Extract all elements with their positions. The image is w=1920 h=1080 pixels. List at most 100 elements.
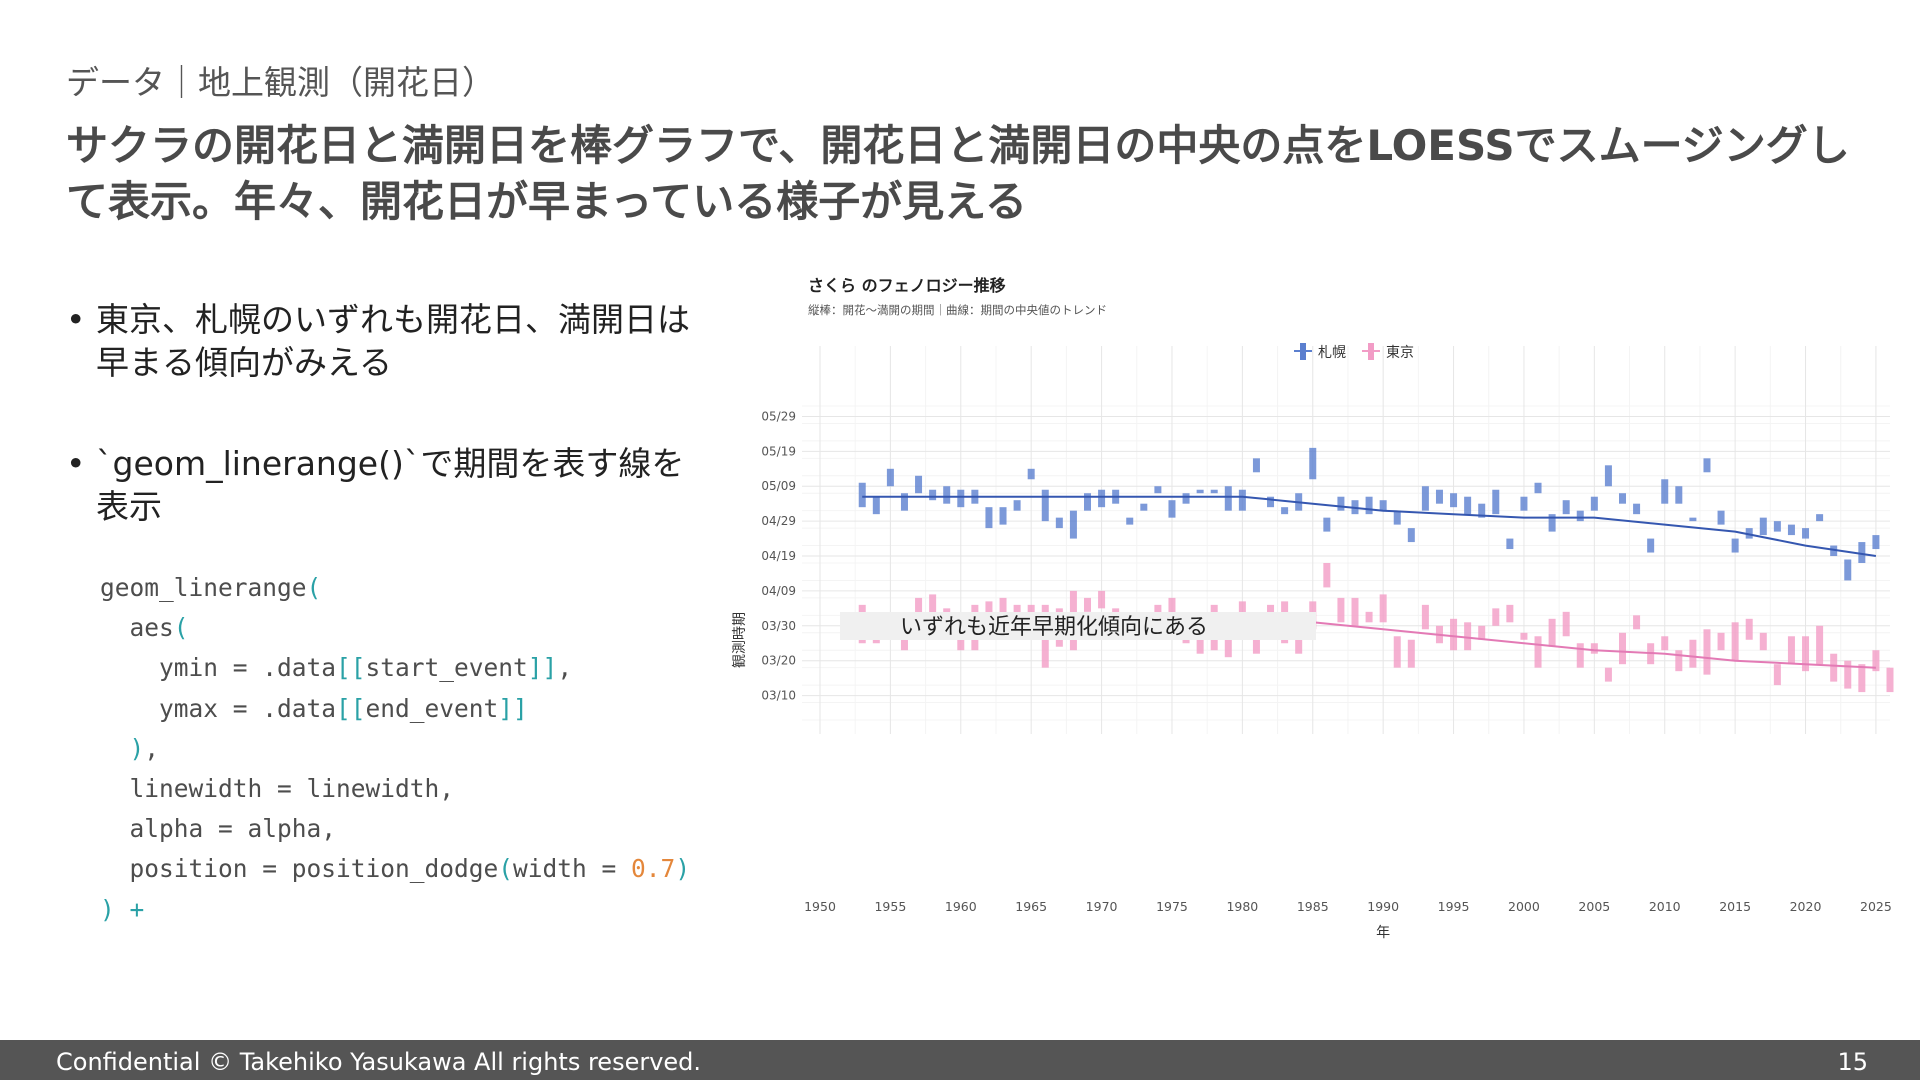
trend-line-sapporo <box>862 495 1877 557</box>
range-bar-sapporo <box>1703 458 1711 473</box>
range-bar-sapporo <box>929 489 937 501</box>
y-tick-label: 05/29 <box>761 409 796 423</box>
range-bar-sapporo <box>957 489 965 508</box>
y-tick-label: 04/29 <box>761 514 796 528</box>
code-token: 0.7 <box>631 854 676 884</box>
range-bar-sapporo <box>1041 489 1049 522</box>
x-tick-label: 1950 <box>804 899 836 914</box>
range-bar-sapporo <box>1379 500 1387 511</box>
code-line: linewidth = linewidth, <box>100 769 690 809</box>
code-line: ymax = .data[[end_event]] <box>100 689 690 729</box>
range-bar-sapporo <box>1126 517 1134 525</box>
legend-key-bar-tokyo <box>1368 343 1374 360</box>
code-line: ) + <box>100 890 690 930</box>
range-bar-sapporo <box>886 468 894 487</box>
range-bar-sapporo <box>1534 482 1542 494</box>
range-bar-tokyo <box>1506 604 1514 623</box>
range-bar-sapporo <box>1337 496 1345 511</box>
annotation-text: いずれも近年早期化傾向にある <box>900 615 1208 640</box>
range-bar-sapporo <box>1633 503 1641 515</box>
legend-key-bar-sapporo <box>1300 343 1306 360</box>
code-line: ymin = .data[[start_event]], <box>100 648 690 688</box>
range-bar-tokyo <box>929 594 937 623</box>
code-token: ( <box>306 573 322 602</box>
code-token: ) <box>129 733 145 763</box>
code-token: ) <box>675 854 691 884</box>
range-bar-sapporo <box>900 493 908 511</box>
range-bar-sapporo <box>1365 496 1373 515</box>
range-bar-sapporo <box>1816 514 1824 522</box>
annotation-box <box>840 612 1316 640</box>
range-bar-sapporo <box>1196 489 1204 494</box>
bullet-dot-icon: • <box>66 300 86 339</box>
range-bar-sapporo <box>1492 489 1500 515</box>
y-axis-title: 観測時期 <box>731 612 748 668</box>
code-token: , <box>144 733 160 763</box>
x-tick-label: 1970 <box>1086 899 1118 914</box>
code-token: [[ <box>336 653 366 683</box>
range-bar-sapporo <box>1562 500 1570 515</box>
range-bar-sapporo <box>1464 496 1472 515</box>
range-bar-tokyo <box>1323 563 1331 588</box>
bullet-item: • `geom_linerange()`で期間を表す線を表示 <box>66 442 706 528</box>
page-number: 15 <box>1837 1048 1868 1076</box>
range-bar-sapporo <box>1689 517 1697 522</box>
range-bar-tokyo <box>1478 625 1486 640</box>
range-bar-tokyo <box>1689 639 1697 668</box>
range-bar-sapporo <box>1224 486 1232 511</box>
code-token: start_event <box>365 653 528 683</box>
bullet-text: `geom_linerange()`で期間を表す線を表示 <box>96 444 685 526</box>
range-bar-sapporo <box>1281 507 1289 515</box>
chart-subtitle: 縦棒：開花〜満開の期間｜曲線：期間の中央値のトレンド <box>808 303 1107 317</box>
range-bar-sapporo <box>1619 493 1626 504</box>
range-bar-tokyo <box>1238 601 1246 623</box>
range-bar-sapporo <box>1647 538 1655 553</box>
range-bar-tokyo <box>1365 611 1373 623</box>
range-bar-sapporo <box>1872 535 1880 550</box>
range-bar-tokyo <box>999 597 1007 623</box>
code-token: position = position_dodge <box>100 854 499 884</box>
code-line: geom_linerange( <box>100 568 690 608</box>
bullet-text: 東京、札幌のいずれも開花日、満開日は早まる傾向がみえる <box>96 300 690 382</box>
code-token: geom_linerange <box>100 573 307 602</box>
range-bar-tokyo <box>1787 636 1795 665</box>
y-tick-label: 04/09 <box>761 584 796 598</box>
range-bar-sapporo <box>943 486 951 504</box>
range-bar-sapporo <box>1267 496 1275 508</box>
code-token: linewidth = linewidth, <box>100 774 455 804</box>
range-bar-sapporo <box>1309 447 1317 480</box>
footer-copyright: Confidential © Takehiko Yasukawa All rig… <box>56 1048 702 1076</box>
range-bar-sapporo <box>1717 510 1725 525</box>
bullet-list: • 東京、札幌のいずれも開花日、満開日は早まる傾向がみえる • `geom_li… <box>66 298 706 528</box>
code-line: aes( <box>100 608 690 648</box>
range-bar-sapporo <box>1661 479 1669 504</box>
range-bar-sapporo <box>1084 493 1091 511</box>
slide-headline: サクラの開花日と満開日を棒グラフで、開花日と満開日の中央の点をLOESSでスムー… <box>66 121 1850 226</box>
code-token: aes <box>100 613 174 643</box>
x-tick-label: 1955 <box>874 899 906 914</box>
range-bar-tokyo <box>1675 650 1683 672</box>
x-axis-title: 年 <box>1376 925 1390 941</box>
range-bar-sapporo <box>1421 486 1429 511</box>
range-bar-sapporo <box>1858 542 1866 563</box>
range-bar-tokyo <box>1759 632 1767 651</box>
range-bar-tokyo <box>1421 604 1429 630</box>
code-token: ( <box>173 613 189 643</box>
range-bar-tokyo <box>1224 629 1232 658</box>
x-tick-label: 2015 <box>1719 899 1751 914</box>
range-bar-sapporo <box>1140 503 1148 511</box>
range-bar-sapporo <box>1182 493 1190 504</box>
range-bar-tokyo <box>1619 632 1626 665</box>
x-tick-label: 1975 <box>1156 899 1188 914</box>
range-bar-tokyo <box>1844 660 1852 689</box>
footer-bar: Confidential © Takehiko Yasukawa All rig… <box>0 1040 1920 1080</box>
range-bar-sapporo <box>858 482 866 508</box>
code-token: ]] <box>498 693 528 723</box>
range-bar-tokyo <box>1464 622 1472 651</box>
code-token: ]] <box>527 653 558 683</box>
range-bar-sapporo <box>1069 510 1077 539</box>
code-token: ymin = .data <box>100 653 337 683</box>
range-bar-tokyo <box>1703 629 1711 675</box>
range-bar-sapporo <box>1731 538 1739 553</box>
range-bar-sapporo <box>1027 468 1035 480</box>
